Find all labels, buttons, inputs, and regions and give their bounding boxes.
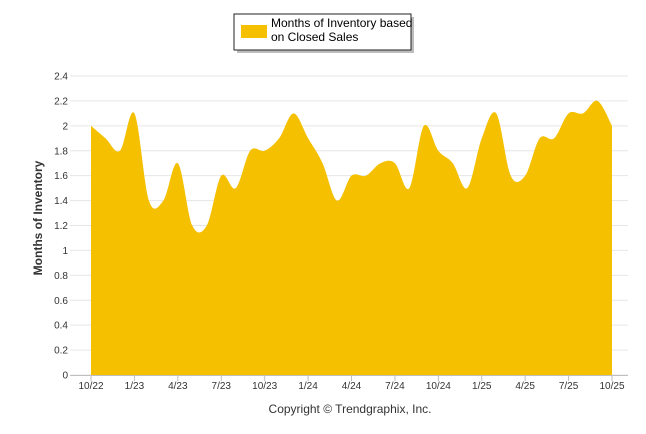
- y-tick-label: 0: [62, 371, 68, 382]
- y-tick-label: 2: [62, 121, 68, 132]
- x-tick-label: 1/25: [472, 381, 492, 392]
- x-tick-label: 7/25: [559, 381, 579, 392]
- y-tick-labels: 0 0.2 0.4 0.6 0.8 1 1.2 1.4 1.6 1.8 2 2.2 2.4: [54, 72, 68, 382]
- x-tick-label: 7/23: [212, 381, 232, 392]
- x-tick-label: 1/24: [298, 381, 318, 392]
- legend-label-line-1: Months of Inventory based: [271, 16, 412, 30]
- series-area-months-of-inventory: [91, 100, 612, 376]
- y-tick-label: 1.4: [54, 196, 68, 207]
- series-layer: [91, 100, 612, 376]
- x-tick-label: 10/23: [252, 381, 277, 392]
- y-tick-label: 2.4: [54, 72, 68, 83]
- y-tick-label: 1.8: [54, 146, 68, 157]
- y-tick-label: 1.6: [54, 171, 68, 182]
- y-tick-label: 1.2: [54, 221, 68, 232]
- y-tick-label: 0.8: [54, 271, 68, 282]
- x-tick-label: 10/25: [599, 381, 624, 392]
- y-axis-title: Months of Inventory: [31, 160, 45, 275]
- legend-label-line-2: on Closed Sales: [271, 30, 358, 44]
- x-tick-label: 10/24: [426, 381, 451, 392]
- legend-swatch: [241, 25, 267, 38]
- y-tick-label: 1: [62, 246, 68, 257]
- y-tick-label: 0.4: [54, 321, 68, 332]
- y-tick-label: 0.6: [54, 296, 68, 307]
- x-tick-label: 7/24: [385, 381, 405, 392]
- y-tick-label: 2.2: [54, 96, 68, 107]
- copyright-credit: Copyright © Trendgraphix, Inc.: [269, 402, 432, 416]
- y-tick-label: 0.2: [54, 346, 68, 357]
- x-tick-label: 1/23: [125, 381, 145, 392]
- x-tick-label: 4/24: [342, 381, 362, 392]
- x-tick-labels: 10/22 1/23 4/23 7/23 10/23 1/24 4/24 7/24 10/24 1…: [78, 375, 625, 392]
- x-tick-label: 10/22: [78, 381, 103, 392]
- legend: Months of Inventory based on Closed Sale…: [233, 13, 414, 53]
- x-tick-label: 4/23: [168, 381, 188, 392]
- x-tick-label: 4/25: [515, 381, 535, 392]
